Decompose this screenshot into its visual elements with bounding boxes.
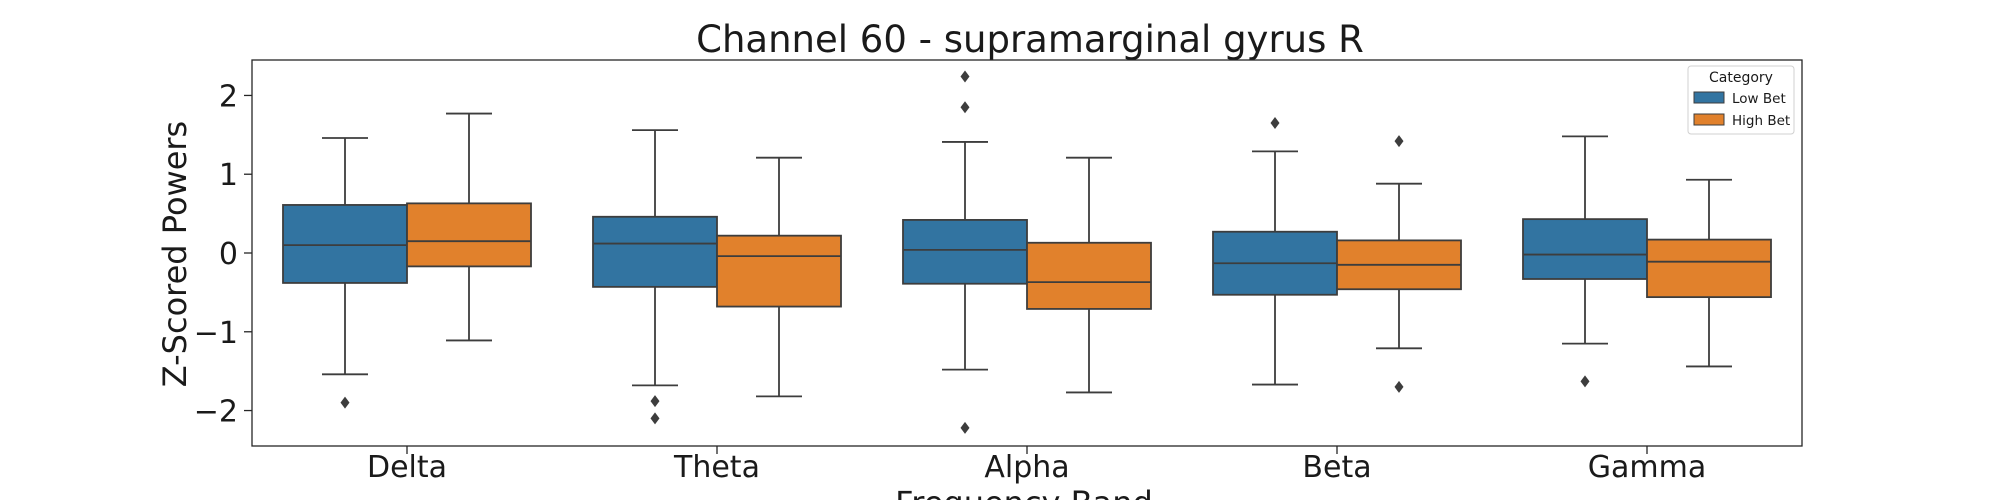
iqr-box — [1646, 238, 1772, 299]
outlier-point — [340, 396, 350, 409]
outlier-point — [960, 421, 970, 434]
box-high-bet-beta — [1336, 135, 1462, 393]
iqr-box — [406, 202, 532, 268]
iqr-box — [1522, 218, 1648, 280]
iqr-box — [716, 234, 842, 308]
chart-title: Channel 60 - supramarginal gyrus R — [696, 18, 1364, 61]
outlier-point — [960, 101, 970, 114]
iqr-box — [1026, 241, 1152, 310]
legend-entry-label: High Bet — [1732, 113, 1790, 129]
box-high-bet-gamma — [1646, 178, 1772, 368]
y-tick-label: 0 — [219, 237, 238, 272]
box-low-bet-beta — [1212, 117, 1338, 386]
iqr-box — [902, 219, 1028, 285]
outlier-point — [960, 70, 970, 83]
plot-area: 2 1 0 −1 −2 Delta Theta Alpha Beta Gamma — [194, 59, 1803, 485]
outlier-point — [650, 395, 660, 408]
box-low-bet-alpha — [902, 70, 1028, 434]
x-tick-label: Gamma — [1588, 450, 1706, 485]
y-tick-label: 1 — [219, 158, 238, 193]
legend-title: Category — [1709, 70, 1773, 86]
box-high-bet-theta — [716, 156, 842, 398]
x-axis-label: Frequency Band — [895, 484, 1153, 500]
box-low-bet-theta — [592, 129, 718, 425]
outlier-point — [650, 412, 660, 425]
legend-entry-label: Low Bet — [1732, 91, 1786, 107]
box-high-bet-delta — [406, 112, 532, 342]
legend: Category Low Bet High Bet — [1687, 65, 1795, 135]
y-tick-label: 2 — [219, 79, 238, 114]
iqr-box — [592, 215, 718, 288]
x-tick-label: Alpha — [984, 450, 1069, 485]
x-tick-label: Beta — [1302, 450, 1371, 485]
box-low-bet-delta — [282, 137, 408, 409]
legend-swatch — [1693, 113, 1725, 126]
legend-swatch — [1693, 91, 1725, 104]
y-tick-label: −1 — [194, 316, 238, 351]
iqr-box — [282, 204, 408, 284]
y-axis-label: Z-Scored Powers — [156, 121, 194, 387]
x-tick-label: Delta — [367, 450, 447, 485]
outlier-point — [1270, 117, 1280, 130]
outlier-point — [1580, 375, 1590, 388]
box-high-bet-alpha — [1026, 156, 1152, 394]
y-tick-label: −2 — [194, 395, 238, 430]
outlier-point — [1394, 380, 1404, 393]
box-low-bet-gamma — [1522, 135, 1648, 388]
outlier-point — [1394, 135, 1404, 148]
x-tick-label: Theta — [673, 450, 760, 485]
